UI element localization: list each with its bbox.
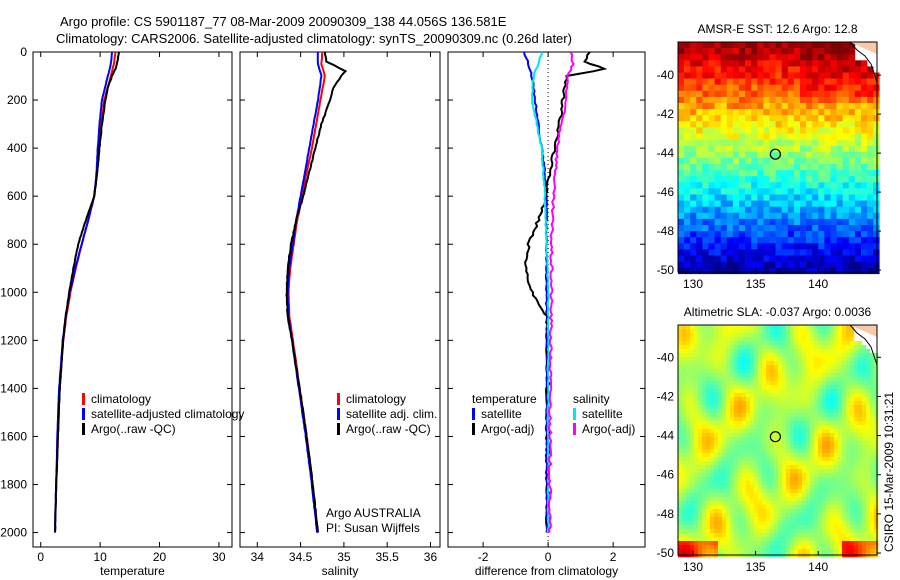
sla-map-axes-box xyxy=(677,324,878,556)
legend-label: satellite adj. clim. xyxy=(346,407,437,421)
y-tick-label: 1600 xyxy=(0,429,27,443)
y-tick-label: -50 xyxy=(657,263,675,277)
legend-label: Argo(-adj) xyxy=(582,422,635,436)
y-tick-label: 2000 xyxy=(0,526,27,540)
y-tick-label: -46 xyxy=(657,468,675,482)
x-tick-label: 130 xyxy=(683,560,703,574)
x-tick-label: 0 xyxy=(545,550,552,564)
y-tick-label: -48 xyxy=(657,507,675,521)
x-tick-label: -2 xyxy=(478,550,489,564)
x-tick-label: 20 xyxy=(153,550,167,564)
legend-label: climatology xyxy=(346,392,406,406)
x-tick-label: 34 xyxy=(251,550,265,564)
coastline xyxy=(849,324,878,366)
y-tick-label: 1400 xyxy=(0,381,27,395)
legend-swatch xyxy=(573,423,576,435)
y-tick-label: -44 xyxy=(657,146,675,160)
x-tick-label: 2 xyxy=(610,550,617,564)
x-tick-label: 30 xyxy=(212,550,226,564)
figure-title-line2: Climatology: CARS2006. Satellite-adjuste… xyxy=(56,31,572,46)
salinity-series-climatology xyxy=(287,52,326,533)
legend-swatch xyxy=(82,408,85,420)
argo-location-marker xyxy=(769,148,781,160)
legend-label: climatology xyxy=(91,392,151,406)
x-tick-label: 10 xyxy=(93,550,107,564)
x-tick-label: 34.5 xyxy=(289,550,313,564)
coastline xyxy=(849,41,878,83)
legend-swatch xyxy=(82,423,85,435)
y-tick-label: 1000 xyxy=(0,285,27,299)
salinity-axes-box xyxy=(239,51,441,548)
legend-label: temperature xyxy=(472,392,537,406)
temperature-series-argo-raw-qc- xyxy=(53,52,120,533)
x-tick-label: 36 xyxy=(424,550,438,564)
legend-label: Argo(..raw -QC) xyxy=(91,422,176,436)
x-tick-label: 140 xyxy=(808,560,828,574)
x-tick-label: 35 xyxy=(337,550,351,564)
legend-label: salinity xyxy=(573,392,610,406)
difference-axes-box xyxy=(447,51,646,548)
y-tick-label: -40 xyxy=(657,68,675,82)
y-tick-label: -46 xyxy=(657,185,675,199)
temperature-series-satellite-adjusted-climatology xyxy=(53,52,114,533)
temperature-panel: 0 10 20 30 0 200 400 600 800 1000 1200 1400 1600 1800… xyxy=(0,45,233,578)
y-tick-label: 1200 xyxy=(0,333,27,347)
legend-label: Argo AUSTRALIA xyxy=(326,506,421,520)
temperature-axes-box xyxy=(32,51,233,548)
y-tick-label: 200 xyxy=(7,93,27,107)
salinity-series-argo-raw-qc- xyxy=(285,52,348,533)
y-tick-label: 1800 xyxy=(0,478,27,492)
difference-series-salinity-argo-adj- xyxy=(547,52,575,533)
x-tick-label: 140 xyxy=(808,277,828,291)
y-tick-label: -44 xyxy=(657,429,675,443)
figure-title-line1: Argo profile: CS 5901187_77 08-Mar-2009 … xyxy=(60,14,507,29)
legend-label: PI: Susan Wijffels xyxy=(326,521,420,535)
argo-location-marker xyxy=(769,431,781,443)
legend-swatch xyxy=(573,408,576,420)
x-tick-label: 0 xyxy=(37,550,44,564)
sla-map-title: Altimetric SLA: -0.037 Argo: 0.0036 xyxy=(684,305,872,319)
land xyxy=(850,325,877,337)
y-tick-label: -50 xyxy=(657,546,675,560)
x-tick-label: 35.5 xyxy=(376,550,400,564)
salinity-xlabel: salinity xyxy=(322,564,359,578)
legend-swatch xyxy=(337,393,340,405)
side-stamp: CSIRO 15-Mar-2009 10:31:21 xyxy=(882,392,896,552)
difference-series-salinity-satellite xyxy=(530,52,550,533)
y-tick-label: 800 xyxy=(7,237,27,251)
y-tick-label: -48 xyxy=(657,224,675,238)
y-tick-label: 0 xyxy=(20,45,27,59)
y-tick-label: 400 xyxy=(7,141,27,155)
legend-swatch xyxy=(337,408,340,420)
difference-xlabel: difference from climatology xyxy=(475,564,618,578)
legend-label: Argo(-adj) xyxy=(481,422,534,436)
y-tick-label: -42 xyxy=(657,389,675,403)
temperature-xlabel: temperature xyxy=(100,564,165,578)
sla-map: Altimetric SLA: -0.037 Argo: 0.0036 130 13… xyxy=(657,305,881,574)
x-tick-label: 135 xyxy=(746,560,766,574)
legend-swatch xyxy=(337,423,340,435)
y-tick-label: -42 xyxy=(657,107,675,121)
salinity-panel: 34 34.5 35 35.5 36 salinity xyxy=(239,51,441,578)
sst-map-axes-box xyxy=(677,41,878,273)
legend-label: satellite-adjusted climatology xyxy=(91,407,244,421)
legend-label: satellite xyxy=(582,407,623,421)
y-tick-label: -40 xyxy=(657,350,675,364)
sla-map-field xyxy=(678,325,879,558)
sst-map: AMSR-E SST: 12.6 Argo: 12.8 130 135 140 -40 -… xyxy=(657,22,881,291)
legend-label: Argo(..raw -QC) xyxy=(346,422,431,436)
y-tick-label: 600 xyxy=(7,189,27,203)
legend-label: satellite xyxy=(481,407,522,421)
legend-swatch xyxy=(472,423,475,435)
land xyxy=(850,42,877,54)
legend-swatch xyxy=(472,408,475,420)
legend-swatch xyxy=(82,393,85,405)
x-tick-label: 135 xyxy=(746,277,766,291)
x-tick-label: 130 xyxy=(683,277,703,291)
sst-map-field xyxy=(678,42,880,275)
sst-map-title: AMSR-E SST: 12.6 Argo: 12.8 xyxy=(697,22,857,36)
